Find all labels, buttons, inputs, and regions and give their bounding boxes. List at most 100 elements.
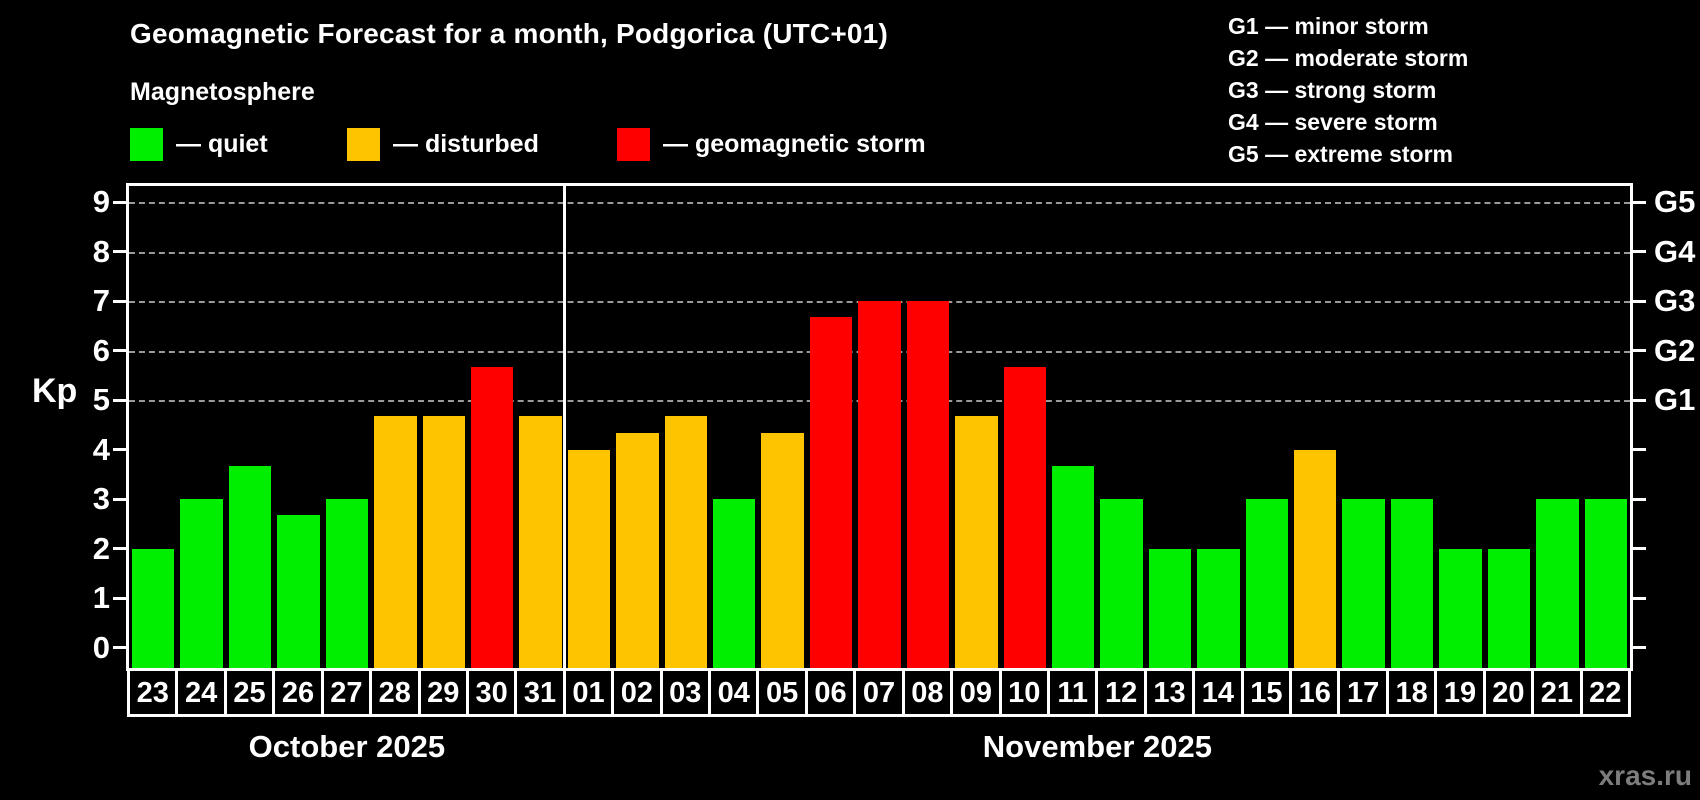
date-cell-30: 30 xyxy=(465,668,518,717)
y-tick-label-4: 4 xyxy=(92,431,110,467)
y-tick-right-3 xyxy=(1633,497,1646,501)
y-tick-left-0 xyxy=(113,646,126,649)
y-tick-left-4 xyxy=(113,448,126,451)
date-cell-16: 16 xyxy=(1289,668,1341,717)
kp-bar-12 xyxy=(1100,499,1143,668)
kp-bar-27 xyxy=(325,499,369,668)
legend-label: — disturbed xyxy=(393,129,539,158)
gridline-kp8 xyxy=(129,251,1630,254)
kp-bar-17 xyxy=(1342,499,1385,668)
kp-bar-03 xyxy=(664,416,708,668)
y-tick-label-9: 9 xyxy=(92,184,110,219)
kp-bar-08 xyxy=(906,301,950,668)
date-cell-20: 20 xyxy=(1482,668,1535,717)
y-tick-label-5: 5 xyxy=(92,382,110,417)
month-label: October 2025 xyxy=(248,729,446,764)
date-cell-05: 05 xyxy=(756,668,808,717)
month-label: November 2025 xyxy=(982,729,1212,764)
storm-color-swatch xyxy=(617,127,650,161)
date-cell-25: 25 xyxy=(223,668,276,717)
legend-label: — geomagnetic storm xyxy=(663,129,926,158)
kp-bar-22 xyxy=(1584,499,1627,668)
legend-label: — quiet xyxy=(176,129,268,158)
disturbed-color-swatch xyxy=(347,127,380,161)
kp-bar-04 xyxy=(713,499,756,668)
g-scale-line: G3 — strong storm xyxy=(1228,77,1437,103)
date-cell-18: 18 xyxy=(1385,668,1438,717)
quiet-color-swatch xyxy=(130,127,163,161)
date-cell-23: 23 xyxy=(127,668,179,717)
date-cell-09: 09 xyxy=(950,668,1002,717)
date-cell-02: 02 xyxy=(611,668,663,717)
date-cell-01: 01 xyxy=(562,668,615,717)
kp-bar-09 xyxy=(955,416,998,668)
kp-bar-01 xyxy=(567,449,611,668)
y-tick-right-6 xyxy=(1633,349,1646,352)
y-axis-line-right xyxy=(1630,183,1633,668)
date-cell-26: 26 xyxy=(272,668,324,717)
date-cell-14: 14 xyxy=(1192,668,1244,717)
kp-bar-19 xyxy=(1439,548,1482,668)
kp-bar-07 xyxy=(858,301,901,668)
g-level-label-G5: G5 xyxy=(1654,184,1696,219)
kp-bar-06 xyxy=(809,317,853,668)
date-cell-03: 03 xyxy=(659,668,712,717)
date-cell-06: 06 xyxy=(804,668,857,717)
watermark: xras.ru xyxy=(1598,760,1692,791)
g-scale-line: G1 — minor storm xyxy=(1228,13,1429,39)
y-tick-left-7 xyxy=(113,299,126,303)
kp-bar-11 xyxy=(1051,465,1095,668)
y-axis-title: Kp xyxy=(32,372,78,410)
date-axis: 23 24 25 26 27 28 29 30 31 01 02 03 04 05 06 07 08 09 10 11… xyxy=(127,668,1634,717)
date-cell-21: 21 xyxy=(1531,668,1583,717)
legend-item-quiet: — quiet xyxy=(130,126,268,162)
y-tick-right-7 xyxy=(1633,299,1646,303)
kp-bar-31 xyxy=(519,416,562,668)
date-cell-24: 24 xyxy=(175,668,227,717)
date-cell-29: 29 xyxy=(417,668,469,717)
month-separator-line xyxy=(563,183,567,668)
kp-bar-02 xyxy=(616,433,659,668)
date-cell-10: 10 xyxy=(998,668,1050,717)
kp-bar-26 xyxy=(277,515,320,668)
g-level-label-G4: G4 xyxy=(1654,233,1696,269)
chart-subtitle: Magnetosphere xyxy=(130,78,315,106)
kp-bar-25 xyxy=(228,465,272,668)
kp-bar-29 xyxy=(422,416,465,668)
kp-bar-16 xyxy=(1294,449,1337,668)
date-cell-31: 31 xyxy=(514,668,566,717)
y-tick-left-1 xyxy=(113,596,126,600)
g-level-label-G1: G1 xyxy=(1654,382,1696,417)
legend-item-storm: — geomagnetic storm xyxy=(617,126,926,162)
y-tick-right-5 xyxy=(1633,398,1646,402)
g-scale-line: G5 — extreme storm xyxy=(1228,141,1453,167)
date-cell-13: 13 xyxy=(1143,668,1196,717)
y-tick-right-4 xyxy=(1633,448,1646,451)
gridline-kp9 xyxy=(129,202,1630,204)
plot-border-bottom xyxy=(126,668,1633,671)
y-tick-label-6: 6 xyxy=(92,332,110,368)
y-axis-line-left xyxy=(126,183,129,668)
y-tick-left-2 xyxy=(113,547,126,550)
date-cell-12: 12 xyxy=(1095,668,1147,717)
y-tick-label-1: 1 xyxy=(92,580,110,615)
y-tick-label-0: 0 xyxy=(92,629,110,665)
legend-item-disturbed: — disturbed xyxy=(347,126,539,162)
date-cell-04: 04 xyxy=(708,668,760,717)
date-cell-15: 15 xyxy=(1240,668,1293,717)
y-tick-right-8 xyxy=(1633,250,1646,253)
kp-bar-21 xyxy=(1536,499,1579,668)
y-tick-label-8: 8 xyxy=(92,233,110,269)
kp-bar-05 xyxy=(761,433,804,668)
date-cell-07: 07 xyxy=(853,668,905,717)
g-scale-legend: G1 — minor storm G2 — moderate storm G3 … xyxy=(1228,10,1468,170)
y-tick-label-2: 2 xyxy=(92,530,110,566)
kp-bar-30 xyxy=(470,366,514,668)
page-title: Geomagnetic Forecast for a month, Podgor… xyxy=(130,18,888,49)
y-tick-label-3: 3 xyxy=(92,481,110,516)
y-tick-right-9 xyxy=(1633,200,1646,204)
date-cell-28: 28 xyxy=(369,668,421,717)
date-cell-08: 08 xyxy=(901,668,954,717)
kp-bar-10 xyxy=(1003,366,1046,668)
